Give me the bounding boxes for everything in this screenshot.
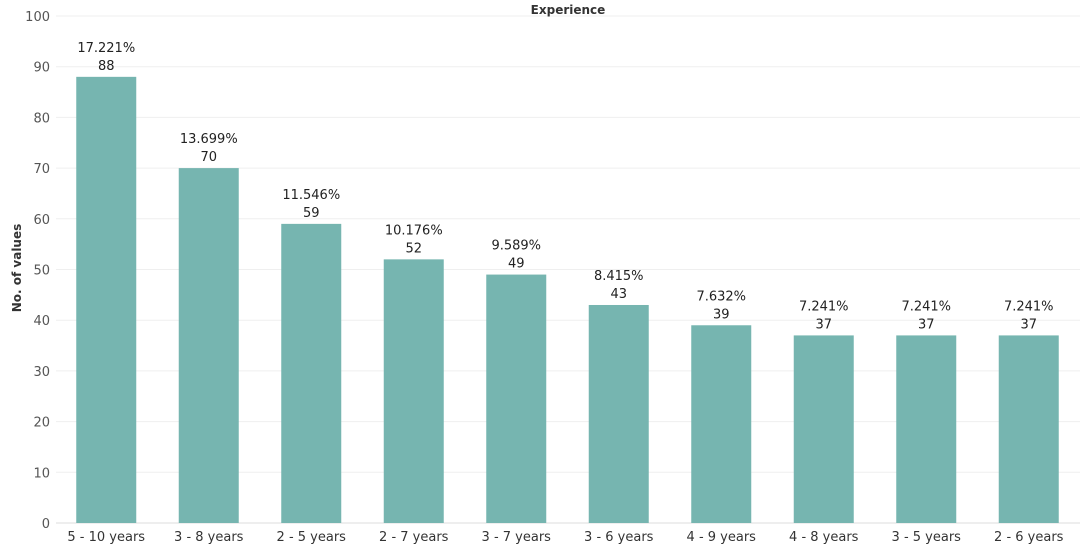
bar-value-label: 37	[1020, 317, 1037, 332]
bar-percent-label: 11.546%	[282, 188, 340, 203]
bar	[691, 325, 752, 523]
bar-percent-label: 9.589%	[491, 239, 541, 254]
x-category-label: 2 - 5 years	[277, 530, 347, 545]
bar	[76, 76, 137, 523]
bar	[588, 304, 649, 523]
bar-percent-label: 17.221%	[77, 41, 135, 56]
x-category-label: 3 - 5 years	[892, 530, 962, 545]
bar-value-label: 43	[610, 287, 627, 302]
y-tick-label: 0	[42, 517, 50, 532]
y-tick-label: 20	[33, 416, 50, 431]
y-tick-label: 40	[33, 314, 50, 329]
bar-value-label: 88	[98, 59, 115, 74]
bar-value-label: 49	[508, 257, 525, 272]
x-category-label: 4 - 9 years	[687, 530, 757, 545]
data-labels: 88 17.221% 70 13.699% 59 11.546% 52 10.176% 49 9.…	[77, 41, 1053, 333]
x-axis-categories: 5 - 10 years 3 - 8 years 2 - 5 years 2 - 7 …	[67, 530, 1063, 545]
bar-value-label: 52	[405, 241, 422, 256]
y-axis-label: No. of values	[10, 224, 24, 313]
y-tick-label: 10	[33, 466, 50, 481]
x-category-label: 2 - 6 years	[994, 530, 1064, 545]
x-category-label: 3 - 8 years	[174, 530, 244, 545]
bars	[76, 76, 1059, 523]
x-category-label: 3 - 6 years	[584, 530, 654, 545]
bar-percent-label: 10.176%	[385, 223, 443, 238]
y-tick-label: 90	[33, 61, 50, 76]
bar-percent-label: 8.415%	[594, 269, 644, 284]
y-tick-label: 50	[33, 264, 50, 279]
y-tick-label: 100	[25, 10, 50, 25]
bar-value-label: 59	[303, 206, 320, 221]
x-category-label: 2 - 7 years	[379, 530, 449, 545]
bar	[896, 335, 957, 523]
bar-percent-label: 13.699%	[180, 132, 238, 147]
x-category-label: 4 - 8 years	[789, 530, 859, 545]
x-category-label: 5 - 10 years	[67, 530, 145, 545]
bar-percent-label: 7.632%	[696, 289, 746, 304]
x-category-label: 3 - 7 years	[482, 530, 552, 545]
bar-value-label: 37	[918, 317, 935, 332]
bar-percent-label: 7.241%	[1004, 299, 1054, 314]
y-tick-label: 60	[33, 213, 50, 228]
bar	[383, 259, 444, 523]
bar	[998, 335, 1059, 523]
bar-value-label: 39	[713, 307, 730, 322]
bar-percent-label: 7.241%	[799, 299, 849, 314]
bar-value-label: 70	[200, 150, 217, 165]
y-tick-label: 80	[33, 111, 50, 126]
y-axis-ticks: 0 10 20 30 40 50 60 70 80 90 100	[25, 10, 50, 532]
bar	[486, 274, 547, 523]
y-tick-label: 70	[33, 162, 50, 177]
y-tick-label: 30	[33, 365, 50, 380]
bar	[178, 168, 239, 523]
bar-value-label: 37	[815, 317, 832, 332]
bar	[281, 223, 342, 523]
chart-title: Experience	[531, 3, 606, 17]
bar-percent-label: 7.241%	[901, 299, 951, 314]
bar	[793, 335, 854, 523]
